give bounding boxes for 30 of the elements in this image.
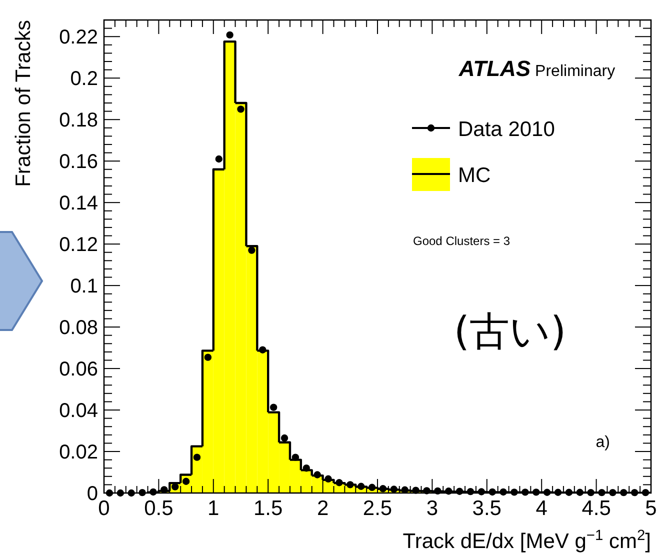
- y-tick-label: 0.1: [70, 276, 98, 298]
- x-tick-label: 1: [208, 497, 220, 520]
- y-tick-label: 0.2: [70, 68, 98, 90]
- annotation: Good Clusters = 3: [413, 234, 510, 248]
- y-tick-label: 0.18: [59, 110, 98, 132]
- y-tick-label: 0.04: [59, 400, 98, 422]
- y-tick-label: 0.14: [59, 192, 98, 215]
- legend-label: Data 2010: [458, 118, 555, 141]
- y-tick-label: 0.22: [59, 26, 98, 49]
- x-tick-label: 5: [645, 497, 657, 520]
- y-tick-label: 0.08: [59, 317, 98, 340]
- x-tick-label: 2: [316, 497, 329, 520]
- annotation: a): [596, 434, 610, 451]
- x-tick-label: 3: [426, 497, 438, 520]
- legend-label: MC: [458, 164, 491, 187]
- y-tick-label: 0.06: [59, 358, 98, 381]
- annotation: (古い): [454, 309, 566, 355]
- x-tick-label: 4.5: [582, 497, 611, 520]
- y-tick-label: 0: [86, 483, 98, 505]
- x-tick-label: 1.5: [254, 497, 283, 520]
- y-tick-label: 0.02: [59, 442, 98, 464]
- y-tick-label: 0.12: [59, 234, 98, 256]
- y-tick-label: 0.16: [59, 151, 98, 174]
- y-axis-title: Fraction of Tracks: [12, 20, 35, 187]
- x-axis-title: Track dE/dx [MeV g$^{−1}$ cm$^{2}$]: [402, 528, 651, 553]
- x-tick-label: 0.5: [144, 497, 174, 520]
- x-tick-label: 4: [536, 497, 548, 520]
- x-tick-label: 3.5: [472, 497, 502, 520]
- x-tick-label: 2.5: [362, 497, 392, 520]
- annotation: ATLAS Preliminary: [458, 56, 616, 81]
